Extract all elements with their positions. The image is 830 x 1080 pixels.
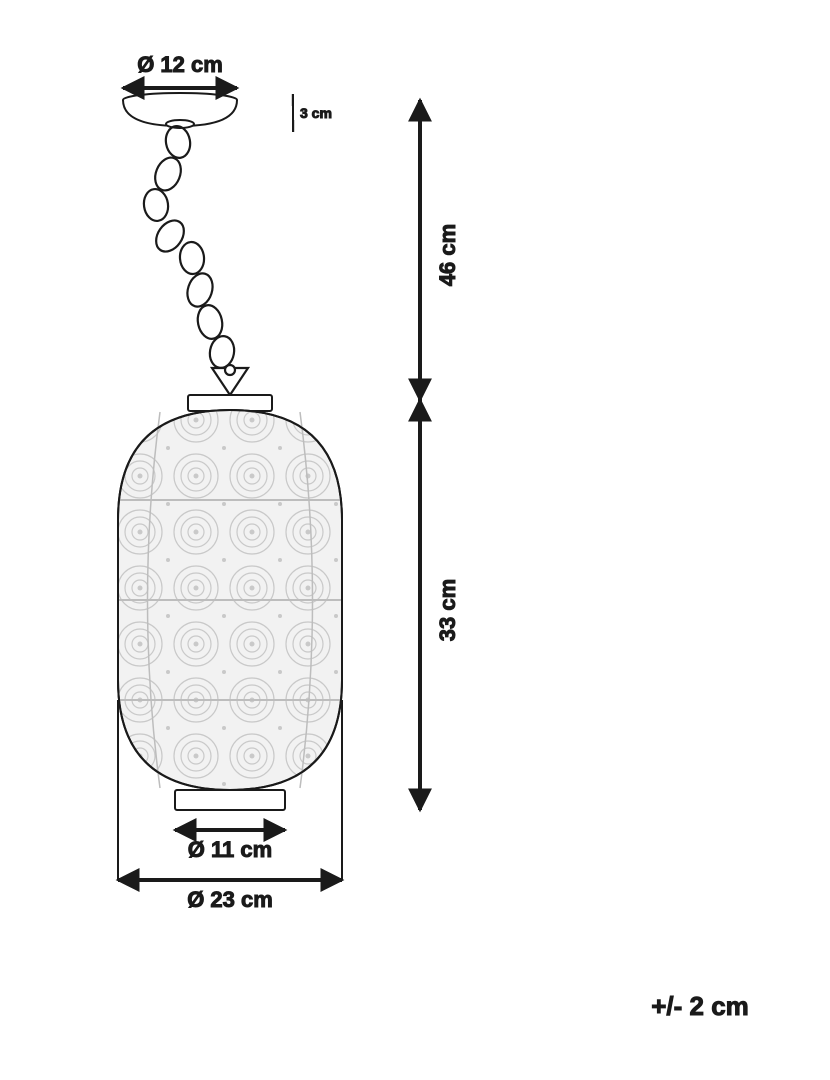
dim-canopy-dia-label: Ø 12 cm xyxy=(137,52,223,77)
lantern-body xyxy=(118,410,342,790)
body-bottom-cap xyxy=(175,790,285,810)
dimension-diagram: Ø 12 cm 3 cm 46 cm 33 cm Ø 11 cm Ø 23 cm… xyxy=(0,0,830,1080)
dim-canopy-h-label: 3 cm xyxy=(300,105,332,121)
dim-bottom-cap-dia-label: Ø 11 cm xyxy=(188,837,272,862)
dim-body-h-label: 33 cm xyxy=(435,579,460,641)
tolerance-label: +/- 2 cm xyxy=(651,991,749,1021)
chain xyxy=(142,124,248,395)
body-top-cap xyxy=(188,395,272,411)
lamp-illustration xyxy=(118,93,342,880)
canopy xyxy=(123,93,237,128)
dim-body-dia-label: Ø 23 cm xyxy=(187,887,273,912)
dim-chain-h-label: 46 cm xyxy=(435,224,460,286)
